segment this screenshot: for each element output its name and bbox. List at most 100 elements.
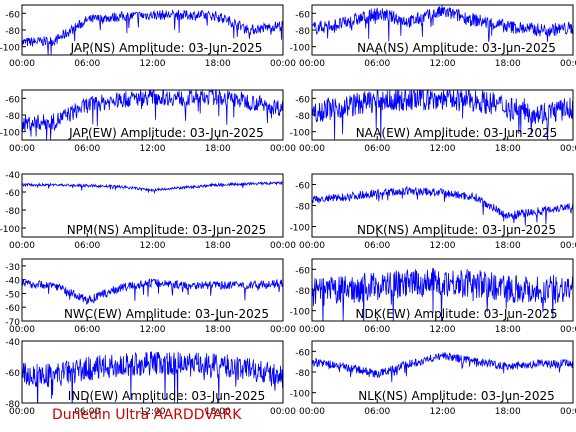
signal-trace bbox=[22, 351, 283, 403]
y-tick-label: -60 bbox=[295, 266, 310, 276]
x-tick-label: 00:00 bbox=[299, 407, 325, 417]
x-tick-label: 00:00 bbox=[270, 59, 296, 69]
y-tick-label: -100 bbox=[290, 224, 311, 234]
x-tick-label: 18:00 bbox=[495, 241, 521, 251]
y-tick-label: -60 bbox=[5, 369, 20, 379]
x-tick-label: 00:00 bbox=[9, 407, 35, 417]
panel-title: NAA(EW) Amplitude: 03-Jun-2025 bbox=[356, 126, 558, 140]
signal-trace bbox=[312, 268, 573, 321]
x-tick-label: 06:00 bbox=[364, 241, 390, 251]
signal-trace bbox=[312, 186, 573, 226]
y-tick-label: -80 bbox=[295, 27, 310, 37]
x-tick-label: 18:00 bbox=[205, 144, 231, 154]
panel-6: -70 -60 -50 -40 -30 00:00 06:00 12:00 18:00 00:00… bbox=[5, 258, 296, 335]
panel-1: -100 -80 -60 00:00 06:00 12:00 18:00 00:00 NAA(N… bbox=[290, 4, 576, 69]
x-tick-label: 06:00 bbox=[74, 144, 100, 154]
panel-5: -100 -80 -60 00:00 06:00 12:00 18:00 00:00 NDK(N… bbox=[290, 173, 576, 251]
y-tick-label: -60 bbox=[295, 182, 310, 192]
y-tick-label: -60 bbox=[5, 189, 20, 199]
y-tick-label: -100 bbox=[0, 129, 20, 139]
panel-title: NDK(EW) Amplitude: 03-Jun-2025 bbox=[356, 307, 558, 321]
y-tick-label: -60 bbox=[5, 304, 20, 314]
y-tick-label: -100 bbox=[0, 44, 20, 54]
y-tick-label: -100 bbox=[290, 129, 311, 139]
x-tick-label: 12:00 bbox=[430, 241, 456, 251]
signal-trace bbox=[312, 352, 573, 383]
x-tick-label: 18:00 bbox=[205, 325, 231, 335]
x-tick-label: 18:00 bbox=[495, 325, 521, 335]
x-tick-label: 00:00 bbox=[9, 241, 35, 251]
x-tick-label: 00:00 bbox=[270, 241, 296, 251]
signal-trace bbox=[22, 278, 283, 306]
y-tick-label: -60 bbox=[5, 95, 20, 105]
x-tick-label: 00:00 bbox=[9, 59, 35, 69]
x-tick-label: 12:00 bbox=[430, 325, 456, 335]
x-tick-label: 00:00 bbox=[299, 144, 325, 154]
y-tick-label: -40 bbox=[5, 171, 20, 181]
signal-trace bbox=[22, 9, 283, 55]
x-tick-label: 18:00 bbox=[205, 241, 231, 251]
signal-trace bbox=[312, 90, 573, 140]
y-tick-label: -80 bbox=[5, 400, 20, 410]
x-tick-label: 12:00 bbox=[430, 144, 456, 154]
y-tick-label: -60 bbox=[295, 95, 310, 105]
x-tick-label: 00:00 bbox=[560, 407, 576, 417]
y-tick-label: -30 bbox=[5, 263, 20, 273]
x-tick-label: 06:00 bbox=[74, 59, 100, 69]
y-tick-label: -60 bbox=[295, 348, 310, 358]
x-tick-label: 12:00 bbox=[140, 144, 166, 154]
y-tick-label: -80 bbox=[295, 287, 310, 297]
panel-8: -80 -60 -40 00:00 06:00 12:00 18:00 00:00 IND(EW… bbox=[5, 338, 296, 417]
x-tick-label: 00:00 bbox=[270, 407, 296, 417]
y-tick-label: -40 bbox=[5, 338, 20, 348]
x-tick-label: 12:00 bbox=[140, 325, 166, 335]
y-tick-label: -60 bbox=[5, 10, 20, 20]
x-tick-label: 06:00 bbox=[364, 407, 390, 417]
x-tick-label: 00:00 bbox=[270, 325, 296, 335]
x-tick-label: 18:00 bbox=[205, 59, 231, 69]
y-tick-label: -50 bbox=[5, 290, 20, 300]
panel-9: -100 -80 -60 00:00 06:00 12:00 18:00 00:00 NLK(N… bbox=[290, 340, 576, 417]
panel-7: -100-80-6000:0006:0012:0018:0000:00NDK(E… bbox=[290, 258, 576, 335]
panel-title: JAP(NS) Amplitude: 03-Jun-2025 bbox=[70, 41, 263, 55]
x-tick-label: 00:00 bbox=[560, 144, 576, 154]
y-tick-label: -40 bbox=[5, 277, 20, 287]
x-tick-label: 00:00 bbox=[560, 59, 576, 69]
panel-2: -100 -80 -60 00:00 06:00 12:00 18:00 00:00 JAP(E… bbox=[0, 89, 296, 154]
x-tick-label: 12:00 bbox=[140, 59, 166, 69]
x-tick-label: 00:00 bbox=[560, 325, 576, 335]
y-tick-label: -100 bbox=[290, 44, 311, 54]
y-tick-label: -80 bbox=[295, 112, 310, 122]
x-tick-label: 00:00 bbox=[9, 325, 35, 335]
y-tick-label: -100 bbox=[290, 390, 311, 400]
y-tick-label: -80 bbox=[295, 369, 310, 379]
panel-title: NAA(NS) Amplitude: 03-Jun-2025 bbox=[357, 41, 556, 55]
x-tick-label: 06:00 bbox=[364, 59, 390, 69]
x-tick-label: 06:00 bbox=[74, 407, 100, 417]
x-tick-label: 18:00 bbox=[495, 407, 521, 417]
panel-3: -100-80-6000:0006:0012:0018:0000:00NAA(E… bbox=[290, 89, 576, 154]
x-tick-label: 00:00 bbox=[9, 144, 35, 154]
x-tick-label: 00:00 bbox=[299, 241, 325, 251]
x-tick-label: 18:00 bbox=[495, 144, 521, 154]
panel-title: JAP(EW) Amplitude: 03-Jun-2025 bbox=[68, 126, 264, 140]
x-tick-label: 12:00 bbox=[430, 407, 456, 417]
panel-0: -100 -80 -60 00:00 06:00 12:00 18:00 00:00 JAP(N… bbox=[0, 4, 296, 69]
panel-title: NPM(NS) Amplitude: 03-Jun-2025 bbox=[67, 223, 267, 237]
x-tick-label: 00:00 bbox=[270, 144, 296, 154]
x-tick-label: 00:00 bbox=[560, 241, 576, 251]
x-tick-label: 06:00 bbox=[74, 325, 100, 335]
x-tick-label: 00:00 bbox=[299, 325, 325, 335]
signal-trace bbox=[312, 5, 573, 43]
panel-title: NDK(NS) Amplitude: 03-Jun-2025 bbox=[357, 223, 556, 237]
x-tick-label: 18:00 bbox=[495, 59, 521, 69]
y-tick-label: -100 bbox=[290, 308, 311, 318]
x-tick-label: 06:00 bbox=[74, 241, 100, 251]
x-tick-label: 06:00 bbox=[364, 325, 390, 335]
panel-title: IND(EW) Amplitude: 03-Jun-2025 bbox=[68, 389, 266, 403]
x-tick-label: 00:00 bbox=[299, 59, 325, 69]
x-tick-label: 18:00 bbox=[205, 407, 231, 417]
panel-title: NWC(EW) Amplitude: 03-Jun-2025 bbox=[64, 307, 269, 321]
